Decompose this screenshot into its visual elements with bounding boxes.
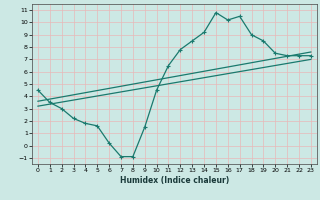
- X-axis label: Humidex (Indice chaleur): Humidex (Indice chaleur): [120, 176, 229, 185]
